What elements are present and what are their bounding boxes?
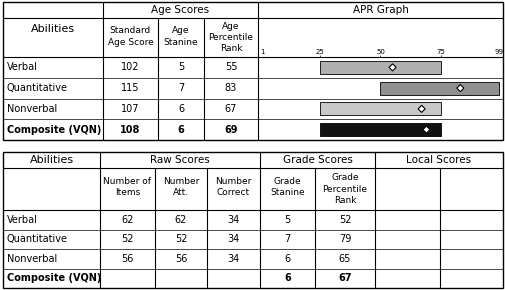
Text: 6: 6 [284, 254, 290, 264]
Text: Number
Correct: Number Correct [215, 177, 251, 197]
Text: 52: 52 [338, 215, 350, 225]
Text: Number of
Items: Number of Items [104, 177, 151, 197]
Text: 34: 34 [227, 254, 239, 264]
Text: Number
Att.: Number Att. [163, 177, 199, 197]
Text: 56: 56 [121, 254, 133, 264]
Text: Age
Percentile
Rank: Age Percentile Rank [208, 22, 253, 53]
Text: Grade
Stanine: Grade Stanine [270, 177, 304, 197]
Text: 107: 107 [121, 104, 139, 114]
Text: Raw Scores: Raw Scores [150, 155, 210, 165]
Text: Age Scores: Age Scores [151, 5, 209, 15]
Text: 69: 69 [224, 125, 237, 135]
Text: APR Graph: APR Graph [352, 5, 408, 15]
Text: Composite (VQN): Composite (VQN) [7, 125, 101, 135]
Text: 62: 62 [121, 215, 133, 225]
Text: 52: 52 [121, 234, 133, 244]
Text: Grade
Percentile
Rank: Grade Percentile Rank [322, 173, 367, 205]
Text: 6: 6 [284, 273, 290, 283]
Text: 67: 67 [337, 273, 351, 283]
Text: Verbal: Verbal [7, 215, 38, 225]
Text: 115: 115 [121, 83, 139, 93]
Text: Quantitative: Quantitative [7, 234, 68, 244]
Bar [319, 102, 440, 115]
Text: 34: 34 [227, 215, 239, 225]
Text: Standard
Age Score: Standard Age Score [108, 26, 153, 47]
Text: Nonverbal: Nonverbal [7, 254, 57, 264]
Text: Local Scores: Local Scores [406, 155, 471, 165]
Text: 7: 7 [178, 83, 184, 93]
Text: 50: 50 [375, 49, 384, 55]
Polygon shape [417, 105, 424, 113]
Bar [380, 82, 498, 95]
Text: 5: 5 [284, 215, 290, 225]
Text: 56: 56 [174, 254, 187, 264]
Text: 79: 79 [338, 234, 350, 244]
Text: 52: 52 [174, 234, 187, 244]
Text: 1: 1 [259, 49, 264, 55]
Polygon shape [388, 64, 395, 71]
Bar [319, 123, 440, 136]
Text: 62: 62 [174, 215, 187, 225]
Text: 55: 55 [224, 62, 237, 72]
Text: Verbal: Verbal [7, 62, 38, 72]
Text: 108: 108 [120, 125, 140, 135]
Text: 5: 5 [178, 62, 184, 72]
Text: Abilities: Abilities [31, 24, 75, 35]
Text: 6: 6 [177, 125, 184, 135]
Text: 25: 25 [315, 49, 324, 55]
Text: 67: 67 [224, 104, 237, 114]
Text: 34: 34 [227, 234, 239, 244]
Text: Composite (VQN): Composite (VQN) [7, 273, 101, 283]
Text: 99: 99 [493, 49, 502, 55]
Text: Quantitative: Quantitative [7, 83, 68, 93]
Text: 7: 7 [284, 234, 290, 244]
Polygon shape [422, 126, 429, 133]
Text: 65: 65 [338, 254, 350, 264]
Polygon shape [456, 85, 463, 92]
Text: 6: 6 [178, 104, 184, 114]
Bar [319, 61, 440, 74]
Text: 75: 75 [436, 49, 444, 55]
Bar [3, 152, 502, 288]
Text: Grade Scores: Grade Scores [282, 155, 352, 165]
Text: 83: 83 [224, 83, 237, 93]
Text: Abilities: Abilities [29, 155, 73, 165]
Text: Age
Stanine: Age Stanine [163, 26, 198, 47]
Text: 102: 102 [121, 62, 139, 72]
Bar [3, 2, 502, 140]
Text: Nonverbal: Nonverbal [7, 104, 57, 114]
